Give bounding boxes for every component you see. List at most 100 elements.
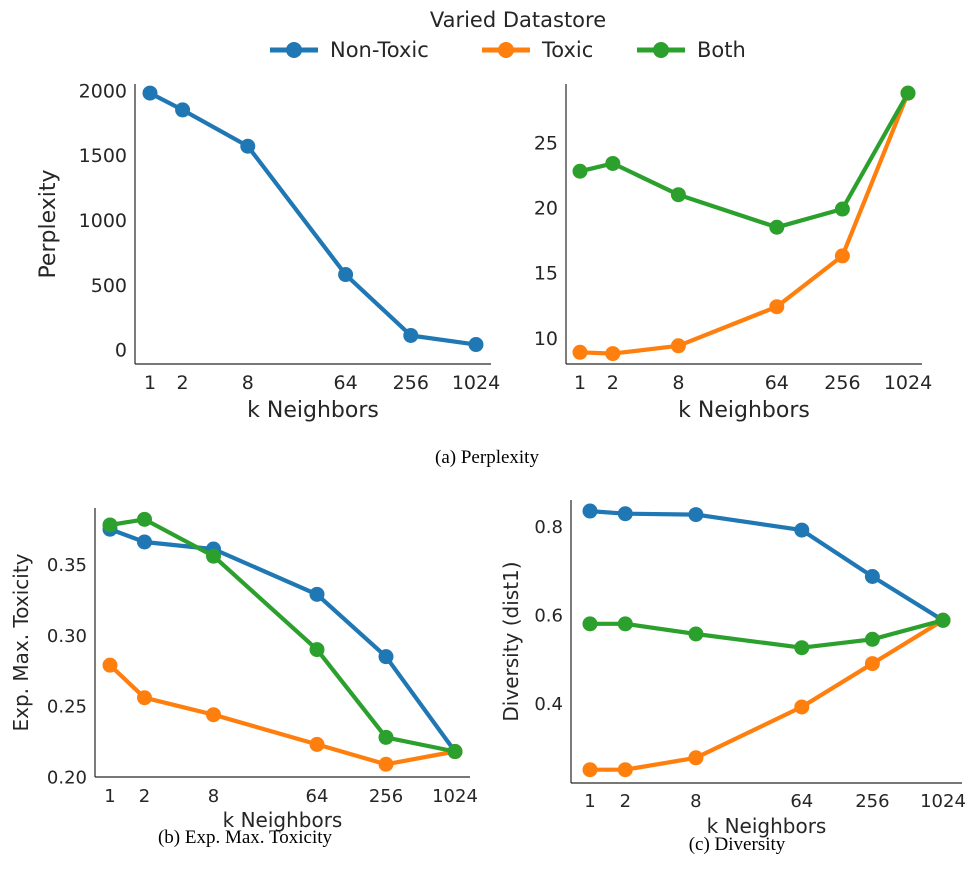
- data-point-toxic: [605, 346, 621, 362]
- data-point-toxic: [378, 756, 394, 772]
- x-tick-label: 1024: [920, 791, 966, 812]
- x-tick-label: 1: [574, 372, 586, 394]
- data-point-both: [900, 85, 916, 101]
- data-point-non-toxic: [338, 267, 354, 283]
- data-point-toxic: [794, 699, 810, 715]
- data-point-non-toxic: [688, 507, 704, 523]
- legend-label-both: Both: [697, 38, 746, 62]
- caption-b: (b) Exp. Max. Toxicity: [158, 827, 333, 848]
- legend-marker-non-toxic: [286, 42, 302, 58]
- data-point-non-toxic: [309, 586, 325, 602]
- x-tick-label: 2: [177, 372, 189, 394]
- y-tick-label: 0.35: [47, 555, 87, 576]
- x-tick-label: 2: [139, 786, 150, 807]
- series-line-both: [587, 618, 946, 650]
- data-point-non-toxic: [175, 102, 191, 118]
- data-point-both: [137, 511, 152, 527]
- data-point-non-toxic: [582, 503, 598, 519]
- x-tick-label: 1: [144, 372, 156, 394]
- data-point-non-toxic: [240, 138, 256, 154]
- perplexity-nontoxic-panel: 1 2 8 64 256 1024 0 500 1000 1500 2000 k Neighbors P…: [36, 80, 500, 423]
- legend-label-non-toxic: Non-Toxic: [330, 38, 429, 62]
- caption-a: (a) Perplexity: [435, 447, 539, 468]
- data-point-toxic: [102, 657, 118, 673]
- data-point-toxic: [206, 707, 221, 723]
- y-tick-label: 0.25: [47, 697, 87, 718]
- data-point-both: [378, 729, 394, 745]
- data-point-both: [447, 744, 463, 760]
- caption-c: (c) Diversity: [689, 834, 786, 855]
- x-tick-label: 8: [242, 372, 254, 394]
- x-tick-label: 8: [690, 791, 701, 812]
- data-point-non-toxic: [864, 568, 880, 584]
- data-point-non-toxic: [378, 649, 394, 665]
- data-point-toxic: [137, 690, 152, 706]
- data-point-non-toxic: [137, 534, 152, 550]
- x-tick-label: 1024: [452, 372, 500, 394]
- data-point-non-toxic: [617, 506, 633, 522]
- data-point-both: [102, 517, 118, 533]
- x-tick-label: 256: [393, 372, 429, 394]
- y-tick-label: 15: [534, 263, 558, 285]
- data-point-non-toxic: [794, 522, 810, 538]
- data-point-both: [605, 155, 621, 171]
- data-point-non-toxic: [468, 337, 484, 353]
- y-axis-label: Diversity (dist1): [499, 561, 523, 721]
- data-point-both: [794, 640, 810, 656]
- data-point-both: [769, 219, 785, 235]
- data-point-both: [864, 631, 880, 647]
- data-point-both: [572, 163, 588, 179]
- data-point-toxic: [572, 344, 588, 360]
- legend-marker-both: [653, 42, 669, 58]
- data-point-both: [670, 187, 686, 203]
- x-axis-label: k Neighbors: [707, 814, 827, 838]
- data-point-toxic: [688, 750, 704, 766]
- y-tick-label: 0.6: [534, 605, 563, 626]
- data-point-non-toxic: [142, 85, 158, 101]
- x-tick-label: 64: [765, 372, 789, 394]
- x-axis-label: k Neighbors: [678, 398, 810, 423]
- x-tick-label: 256: [369, 786, 403, 807]
- x-tick-label: 256: [855, 791, 889, 812]
- x-tick-label: 64: [334, 372, 358, 394]
- x-tick-label: 2: [607, 372, 619, 394]
- data-point-both: [309, 642, 325, 658]
- data-point-both: [206, 548, 221, 564]
- legend-label-toxic: Toxic: [541, 38, 593, 62]
- legend-title: Varied Datastore: [430, 8, 606, 32]
- x-tick-label: 256: [824, 372, 860, 394]
- series-line-toxic: [577, 90, 911, 356]
- x-tick-label: 2: [620, 791, 631, 812]
- diversity-panel: 1 2 8 64 256 1024 0.4 0.6 0.8 k Neighbors Diversit…: [499, 500, 966, 838]
- data-point-toxic: [582, 762, 598, 778]
- x-axis-label: k Neighbors: [223, 808, 343, 832]
- data-point-non-toxic: [403, 327, 419, 343]
- y-tick-label: 1500: [79, 145, 127, 167]
- series-line-both: [577, 90, 911, 230]
- data-point-toxic: [769, 299, 785, 315]
- x-tick-label: 1: [104, 786, 115, 807]
- legend: Varied Datastore Non-Toxic Toxic Both: [270, 8, 746, 62]
- series-line-toxic: [107, 663, 458, 767]
- x-tick-label: 64: [306, 786, 329, 807]
- data-point-both: [582, 616, 598, 632]
- y-axis-label: Exp. Max. Toxicity: [9, 553, 33, 731]
- x-tick-label: 64: [790, 791, 813, 812]
- y-tick-label: 25: [534, 132, 558, 154]
- series-line-non-toxic: [147, 90, 479, 347]
- data-point-both: [617, 616, 633, 632]
- series-line-non-toxic: [587, 509, 946, 623]
- y-tick-label: 500: [91, 275, 127, 297]
- data-point-toxic: [864, 656, 880, 672]
- data-point-toxic: [670, 338, 686, 354]
- x-tick-label: 1024: [884, 372, 932, 394]
- data-point-both: [688, 626, 704, 642]
- x-tick-label: 8: [208, 786, 219, 807]
- y-axis-label: Perplexity: [36, 169, 61, 278]
- x-tick-label: 8: [672, 372, 684, 394]
- y-tick-label: 2000: [79, 80, 127, 102]
- perplexity-toxic-both-panel: 1 2 8 64 256 1024 10 15 20 25 k Neighbors: [534, 84, 932, 423]
- y-tick-label: 0.30: [47, 626, 87, 647]
- data-point-toxic: [617, 762, 633, 778]
